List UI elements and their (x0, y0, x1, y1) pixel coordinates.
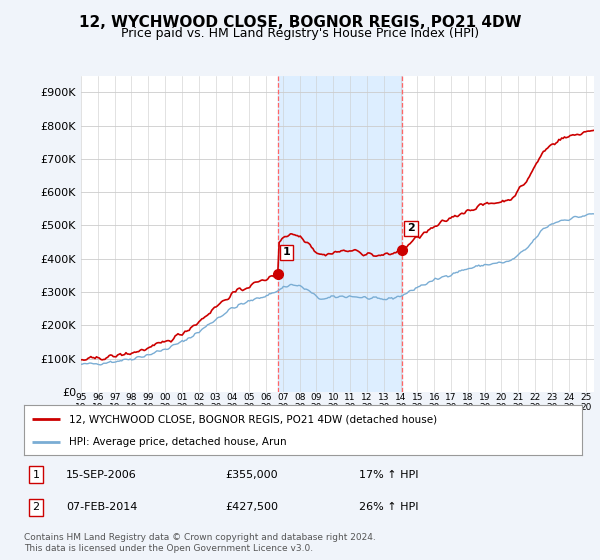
Text: £427,500: £427,500 (225, 502, 278, 512)
Text: £355,000: £355,000 (225, 470, 278, 479)
Text: 2: 2 (407, 223, 415, 234)
Text: 07-FEB-2014: 07-FEB-2014 (66, 502, 137, 512)
Text: HPI: Average price, detached house, Arun: HPI: Average price, detached house, Arun (68, 437, 286, 447)
Text: Contains HM Land Registry data © Crown copyright and database right 2024.
This d: Contains HM Land Registry data © Crown c… (24, 533, 376, 553)
Text: 26% ↑ HPI: 26% ↑ HPI (359, 502, 418, 512)
Bar (278, 76, 402, 392)
Text: 12, WYCHWOOD CLOSE, BOGNOR REGIS, PO21 4DW: 12, WYCHWOOD CLOSE, BOGNOR REGIS, PO21 4… (79, 15, 521, 30)
Text: Price paid vs. HM Land Registry's House Price Index (HPI): Price paid vs. HM Land Registry's House … (121, 27, 479, 40)
Text: 1: 1 (32, 470, 40, 479)
Text: 12, WYCHWOOD CLOSE, BOGNOR REGIS, PO21 4DW (detached house): 12, WYCHWOOD CLOSE, BOGNOR REGIS, PO21 4… (68, 414, 437, 424)
Text: 15-SEP-2006: 15-SEP-2006 (66, 470, 137, 479)
Text: 2: 2 (32, 502, 40, 512)
Text: 17% ↑ HPI: 17% ↑ HPI (359, 470, 418, 479)
Text: 1: 1 (283, 248, 291, 258)
